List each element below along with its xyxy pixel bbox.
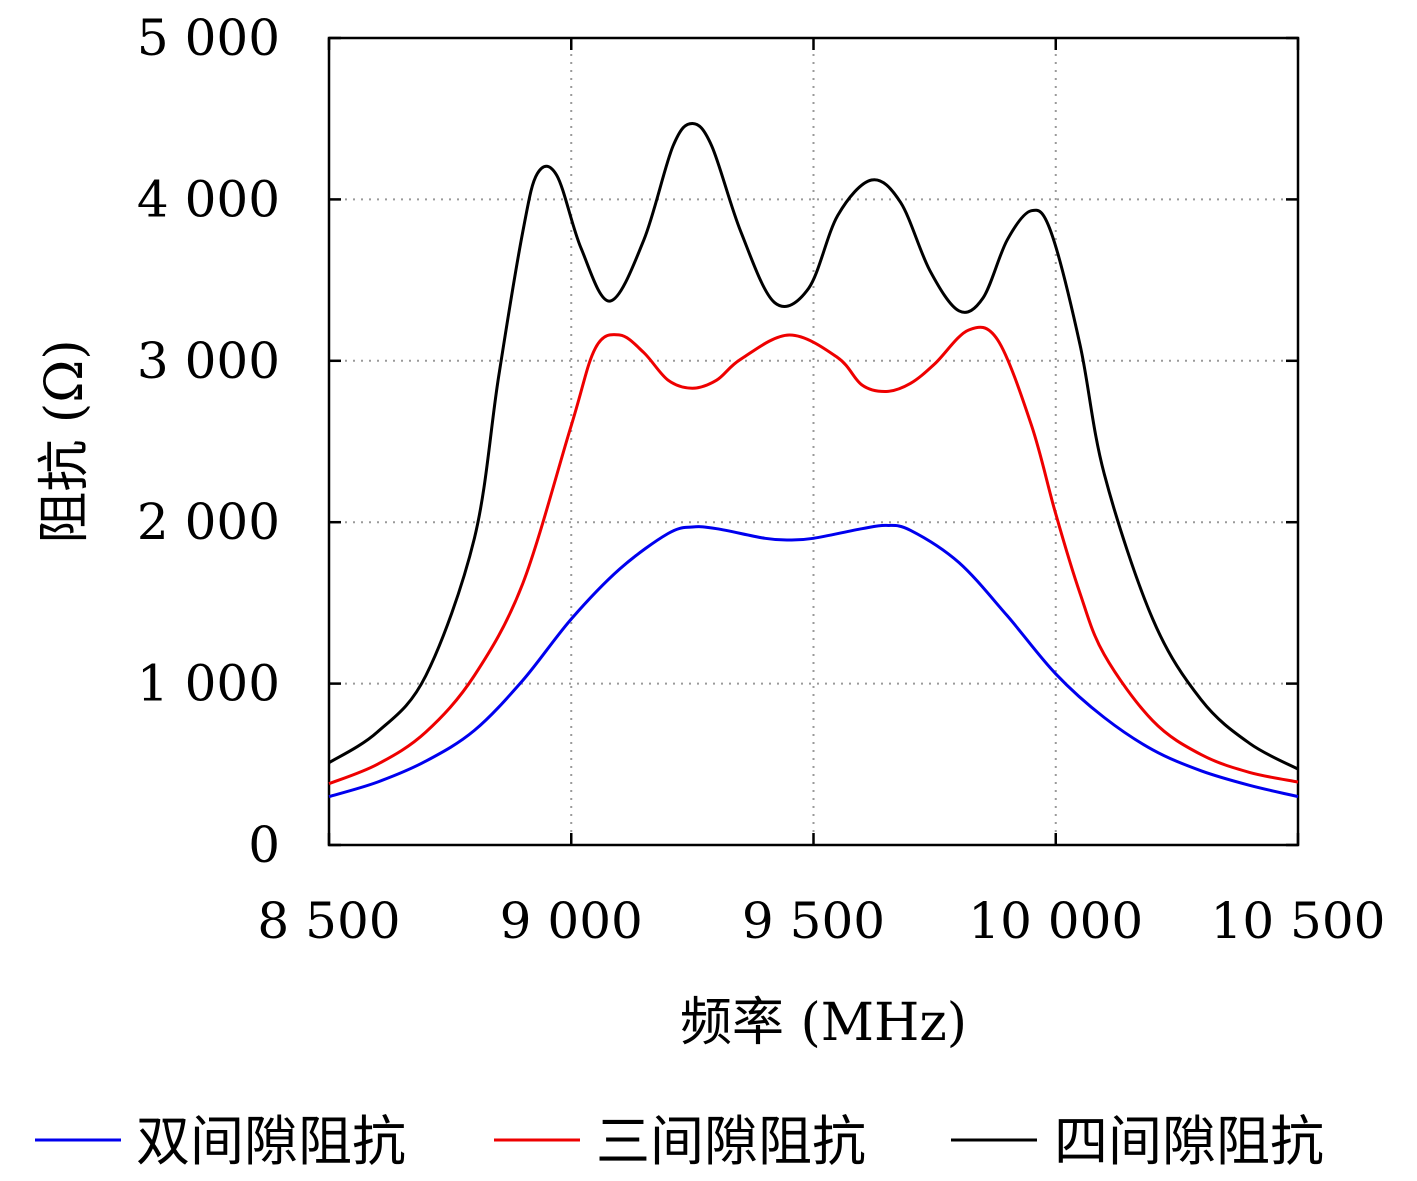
- series-line-2: [328, 325, 1299, 786]
- y-tick-label: 5 000: [137, 9, 280, 67]
- y-tick-label: 3 000: [137, 332, 280, 390]
- y-tick-label: 2 000: [137, 493, 280, 551]
- x-axis-label: 频率 (MHz): [680, 993, 967, 1053]
- y-tick-label: 0: [248, 816, 280, 874]
- series-line-3: [328, 122, 1299, 771]
- x-tick-label: 10 000: [968, 892, 1143, 950]
- legend-label-1: 双间隙阻抗: [136, 1110, 406, 1173]
- series-lines: [328, 122, 1299, 799]
- ticks: 8 500 9 000 9 500 10 000 10 500 0 1 000 2 000 3 …: [137, 9, 1386, 950]
- legend-label-3: 四间隙阻抗: [1054, 1110, 1324, 1173]
- y-axis-label: 阻抗 (Ω): [35, 339, 95, 543]
- series-line-1: [328, 523, 1299, 799]
- y-tick-label: 1 000: [137, 655, 280, 713]
- x-tick-label: 10 500: [1211, 892, 1386, 950]
- legend: 双间隙阻抗 三间隙阻抗 四间隙阻抗: [35, 1110, 1324, 1173]
- x-tick-label: 9 500: [742, 892, 885, 950]
- x-tick-label: 8 500: [257, 892, 400, 950]
- x-tick-label: 9 000: [500, 892, 643, 950]
- y-tick-label: 4 000: [137, 170, 280, 228]
- legend-label-2: 三间隙阻抗: [596, 1110, 866, 1173]
- grid: [329, 38, 1298, 845]
